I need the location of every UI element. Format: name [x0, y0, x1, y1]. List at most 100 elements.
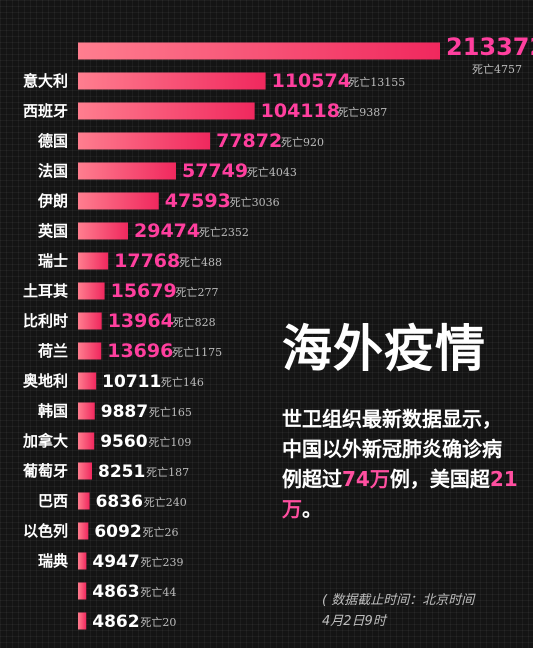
country-label: 伊朗: [37, 192, 68, 210]
bar: [78, 252, 109, 270]
bar: [78, 432, 95, 450]
bar-row: 巴西 6836 死亡240: [38, 492, 187, 512]
bar: [78, 372, 97, 390]
value-label: 29474: [134, 220, 200, 242]
bar-row: 以色列 6092 死亡26: [23, 522, 179, 542]
country-label: 法国: [38, 162, 68, 180]
value-label: 9887: [101, 402, 148, 422]
bar: [78, 192, 159, 210]
death-label: 死亡4043: [247, 165, 297, 179]
country-label: 奥地利: [23, 372, 68, 390]
bar-row: 韩国 9887 死亡165: [38, 402, 192, 422]
country-label: 意大利: [23, 72, 68, 90]
death-label: 死亡828: [173, 315, 216, 329]
bar: [78, 402, 95, 420]
death-label: 死亡26: [142, 525, 178, 539]
bar: [78, 462, 92, 480]
value-label: 4947: [92, 552, 139, 572]
death-label: 死亡920: [281, 135, 324, 149]
death-label: 死亡488: [179, 255, 222, 269]
headline: 海外疫情: [282, 320, 486, 378]
death-label: 死亡44: [140, 585, 176, 599]
description-text-2: 例，美国超: [389, 467, 490, 491]
death-label: 死亡20: [140, 615, 176, 629]
bar: [78, 582, 87, 600]
value-label: 17768: [114, 250, 180, 272]
value-label: 6092: [94, 522, 141, 542]
death-label: 死亡4757: [472, 62, 522, 76]
country-label: 西班牙: [23, 102, 68, 120]
value-label: 10711: [102, 372, 161, 392]
country-label: 韩国: [38, 402, 68, 420]
value-label: 57749: [182, 160, 248, 182]
country-label: 比利时: [23, 312, 68, 330]
death-label: 死亡2352: [199, 225, 249, 239]
value-label: 104118: [261, 100, 340, 122]
bar: [78, 612, 87, 630]
value-label: 4863: [92, 582, 139, 602]
death-label: 死亡1175: [172, 345, 222, 359]
bar-row: 葡萄牙 8251 死亡187: [22, 462, 189, 482]
bar-row: 4863 死亡44: [78, 582, 176, 602]
data-note: ( 数据截止时间：北京时间 4月2日9时: [322, 590, 522, 632]
death-label: 死亡239: [141, 555, 184, 569]
description-text-1: 世卫组织最新数据显示，中国以外新冠肺炎确诊病例超过: [282, 407, 502, 491]
highlight-number-2: 21万: [282, 467, 518, 521]
country-label: 德国: [38, 132, 68, 150]
country-label: 以色列: [23, 522, 68, 540]
country-label: 英国: [38, 222, 68, 240]
value-label: 110574: [272, 70, 351, 92]
death-label: 死亡240: [144, 495, 187, 509]
value-label: 4862: [92, 612, 139, 632]
value-label: 6836: [96, 492, 143, 512]
country-label: 土耳其: [23, 282, 68, 300]
country-label: 加拿大: [22, 432, 68, 450]
country-label: 瑞士: [38, 252, 68, 270]
note-line-2: 4月2日9时: [322, 614, 386, 629]
bar-row: 加拿大 9560 死亡109: [22, 432, 191, 452]
bar: [78, 102, 255, 120]
bar-row: 4862 死亡20: [78, 612, 176, 632]
value-label: 77872: [216, 130, 282, 152]
note-line-1: ( 数据截止时间：北京时间: [322, 593, 475, 608]
value-label: 213372: [446, 33, 533, 61]
bar: [78, 222, 129, 240]
value-label: 13964: [108, 310, 174, 332]
bar: [78, 42, 440, 60]
country-label: 葡萄牙: [22, 462, 68, 480]
bar: [78, 492, 90, 510]
death-label: 死亡277: [176, 285, 219, 299]
death-label: 死亡146: [161, 375, 204, 389]
bar-row: 奥地利 10711 死亡146: [23, 372, 204, 392]
info-panel: 海外疫情 世卫组织最新数据显示，中国以外新冠肺炎确诊病例超过74万例，美国超21…: [282, 318, 518, 524]
value-label: 47593: [165, 190, 231, 212]
death-label: 死亡13155: [348, 75, 405, 89]
country-label: 荷兰: [38, 342, 68, 360]
bar: [78, 162, 176, 180]
bar: [78, 72, 266, 90]
value-label: 15679: [111, 280, 177, 302]
death-label: 死亡187: [146, 465, 189, 479]
value-label: 13696: [107, 340, 173, 362]
bar-row: 213372死亡4757: [78, 33, 533, 76]
bar: [78, 312, 102, 330]
description: 世卫组织最新数据显示，中国以外新冠肺炎确诊病例超过74万例，美国超21万。: [282, 404, 518, 524]
bar: [78, 522, 89, 540]
country-label: 巴西: [38, 492, 68, 510]
death-label: 死亡165: [149, 405, 192, 419]
bar: [78, 282, 105, 300]
description-text-3: 。: [302, 497, 322, 521]
death-label: 死亡109: [148, 435, 191, 449]
bar: [78, 552, 87, 570]
